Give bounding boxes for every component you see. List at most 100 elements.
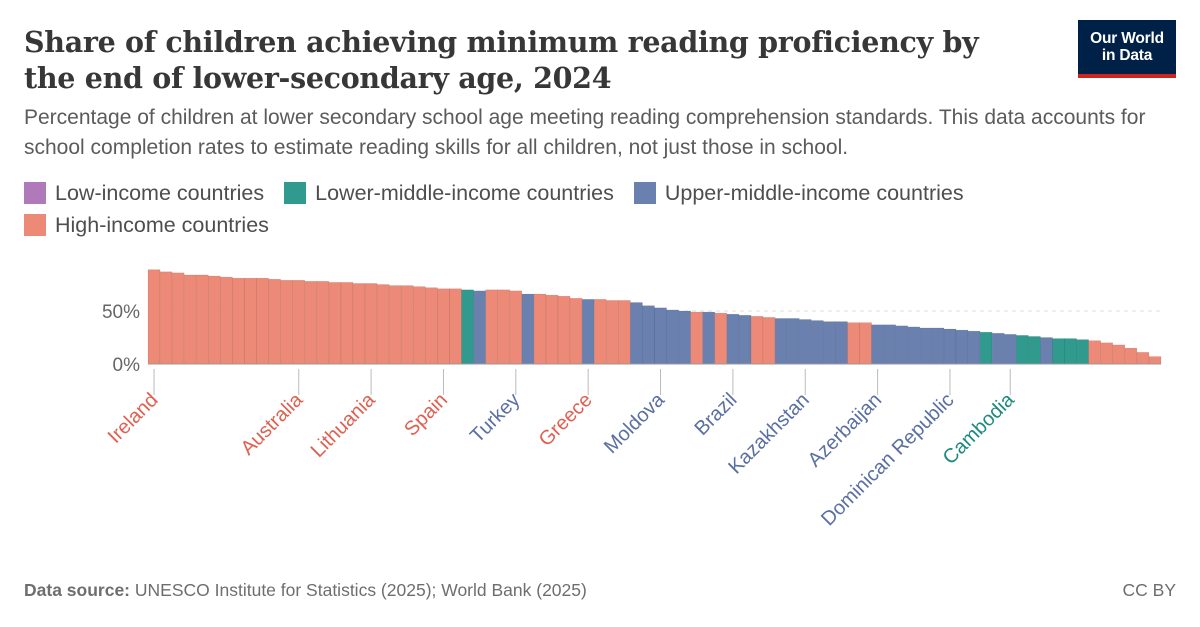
bar[interactable] bbox=[581, 299, 595, 365]
x-tick-label[interactable]: Ireland bbox=[104, 389, 163, 448]
bar[interactable] bbox=[714, 312, 728, 365]
bar[interactable] bbox=[991, 332, 1005, 365]
bar[interactable] bbox=[256, 277, 269, 365]
bar[interactable] bbox=[605, 300, 619, 365]
bar[interactable] bbox=[955, 329, 969, 365]
bar[interactable] bbox=[533, 293, 547, 365]
bar[interactable] bbox=[1124, 347, 1138, 365]
bar[interactable] bbox=[425, 287, 438, 365]
x-tick-label[interactable]: Australia bbox=[237, 388, 308, 459]
legend-item-upper-middle-income[interactable]: Upper-middle-income countries bbox=[633, 181, 964, 205]
bar[interactable] bbox=[642, 305, 655, 365]
bar[interactable] bbox=[413, 286, 426, 365]
x-tick-label[interactable]: Spain bbox=[400, 389, 452, 441]
bar[interactable] bbox=[364, 283, 378, 365]
bar[interactable] bbox=[1112, 344, 1126, 365]
bar[interactable] bbox=[786, 318, 800, 365]
license[interactable]: CC BY bbox=[1122, 580, 1176, 600]
bar[interactable] bbox=[1015, 335, 1029, 365]
bar[interactable] bbox=[159, 271, 173, 365]
bar[interactable] bbox=[919, 327, 933, 365]
bar[interactable] bbox=[280, 279, 294, 365]
bar[interactable] bbox=[473, 290, 486, 365]
bar[interactable] bbox=[979, 331, 993, 365]
bar[interactable] bbox=[569, 297, 583, 365]
bar[interactable] bbox=[195, 274, 209, 365]
bar[interactable] bbox=[268, 278, 281, 365]
bar[interactable] bbox=[967, 330, 981, 365]
bar[interactable] bbox=[847, 322, 860, 365]
bar[interactable] bbox=[690, 311, 704, 365]
legend-item-lower-middle-income[interactable]: Lower-middle-income countries bbox=[284, 181, 614, 205]
bar[interactable] bbox=[352, 283, 366, 365]
bar[interactable] bbox=[666, 309, 679, 365]
bar[interactable] bbox=[220, 276, 233, 365]
bar[interactable] bbox=[943, 328, 957, 365]
bar[interactable] bbox=[774, 318, 788, 365]
bar[interactable] bbox=[1100, 342, 1114, 365]
bar[interactable] bbox=[823, 321, 836, 365]
bar[interactable] bbox=[340, 282, 354, 365]
bar[interactable] bbox=[883, 324, 896, 365]
bar[interactable] bbox=[1088, 340, 1102, 365]
x-tick-label[interactable]: Turkey bbox=[466, 389, 524, 447]
bar[interactable] bbox=[207, 275, 221, 365]
bar[interactable] bbox=[798, 319, 812, 365]
x-tick-label[interactable]: Dominican Republic bbox=[817, 389, 958, 530]
bar[interactable] bbox=[232, 277, 245, 365]
x-tick-label[interactable]: Greece bbox=[535, 389, 597, 451]
legend-item-low-income[interactable]: Low-income countries bbox=[24, 181, 264, 205]
bar[interactable] bbox=[871, 324, 884, 365]
bar[interactable] bbox=[244, 277, 257, 365]
bar[interactable] bbox=[654, 307, 667, 365]
bar[interactable] bbox=[618, 300, 631, 365]
bar[interactable] bbox=[678, 310, 691, 365]
bar[interactable] bbox=[630, 302, 643, 365]
legend-item-high-income[interactable]: High-income countries bbox=[24, 213, 1174, 237]
bar[interactable] bbox=[437, 288, 450, 365]
bar[interactable] bbox=[400, 285, 414, 365]
bar[interactable] bbox=[738, 314, 752, 365]
bar[interactable] bbox=[1040, 337, 1053, 365]
data-source-text[interactable]: UNESCO Institute for Statistics (2025); … bbox=[134, 580, 587, 600]
bar[interactable] bbox=[835, 321, 848, 365]
bar[interactable] bbox=[1064, 338, 1077, 365]
bar[interactable] bbox=[147, 269, 161, 365]
bar[interactable] bbox=[461, 289, 474, 365]
bar[interactable] bbox=[557, 295, 571, 365]
bar[interactable] bbox=[750, 315, 764, 365]
bar[interactable] bbox=[545, 294, 559, 365]
bar[interactable] bbox=[1076, 339, 1089, 365]
bar[interactable] bbox=[183, 274, 197, 365]
x-tick-label[interactable]: Moldova bbox=[600, 388, 670, 458]
bar[interactable] bbox=[1052, 338, 1065, 365]
bar[interactable] bbox=[762, 317, 776, 365]
bar[interactable] bbox=[497, 289, 511, 365]
bar[interactable] bbox=[304, 281, 318, 365]
bar[interactable] bbox=[593, 299, 607, 365]
bar[interactable] bbox=[376, 284, 390, 365]
bar[interactable] bbox=[388, 285, 402, 365]
bar[interactable] bbox=[171, 272, 185, 365]
bar[interactable] bbox=[702, 311, 716, 365]
bar[interactable] bbox=[1136, 352, 1150, 365]
x-tick-label[interactable]: Lithuania bbox=[307, 388, 381, 462]
bar[interactable] bbox=[726, 313, 740, 365]
bar[interactable] bbox=[316, 281, 330, 365]
bar[interactable] bbox=[509, 290, 523, 365]
x-tick-label[interactable]: Brazil bbox=[690, 389, 741, 440]
bar[interactable] bbox=[907, 326, 921, 365]
bar[interactable] bbox=[810, 320, 824, 365]
bar[interactable] bbox=[895, 325, 909, 365]
bar[interactable] bbox=[328, 282, 342, 365]
bar[interactable] bbox=[1003, 334, 1017, 365]
bar[interactable] bbox=[485, 289, 499, 365]
bar[interactable] bbox=[859, 322, 872, 365]
bar[interactable] bbox=[449, 288, 462, 365]
bar[interactable] bbox=[931, 327, 945, 365]
bar[interactable] bbox=[521, 293, 535, 365]
bar[interactable] bbox=[1028, 336, 1041, 365]
owid-logo[interactable]: Our World in Data bbox=[1078, 20, 1176, 78]
bar[interactable] bbox=[292, 279, 306, 365]
bar[interactable] bbox=[1148, 356, 1162, 365]
